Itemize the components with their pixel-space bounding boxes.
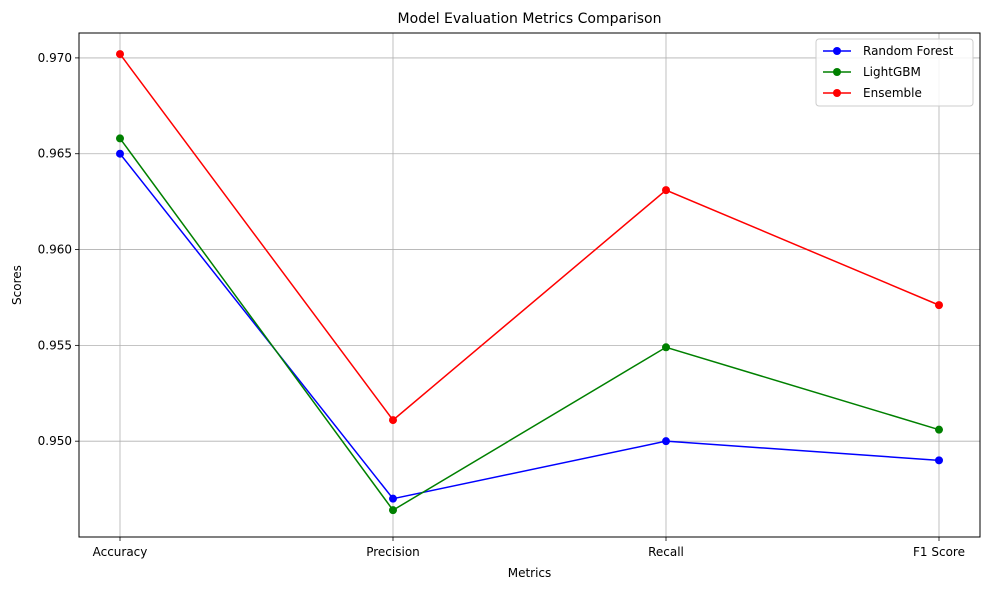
legend: Random Forest LightGBM Ensemble <box>815 38 974 107</box>
legend-box <box>815 38 974 107</box>
y-tick-label: 0.950 <box>38 434 72 448</box>
y-tick-label: 0.960 <box>38 243 72 257</box>
series-line <box>119 153 940 500</box>
data-point <box>662 437 670 446</box>
series-line <box>119 137 940 512</box>
legend-marker <box>833 68 841 76</box>
y-tick-label: 0.955 <box>38 338 72 352</box>
x-axis-label: Metrics <box>508 566 552 580</box>
series-line <box>119 53 940 422</box>
data-point <box>935 301 943 310</box>
x-tick-label: Recall <box>648 545 684 559</box>
legend-marker <box>833 89 841 97</box>
legend-label: LightGBM <box>863 65 921 79</box>
legend-marker <box>833 47 841 55</box>
data-point <box>389 416 397 425</box>
y-tick-label: 0.970 <box>38 51 72 65</box>
data-point <box>662 343 670 352</box>
data-point <box>116 149 124 158</box>
ticks-layer: Accuracy Precision Recall F1 Score 0.950 0.95… <box>38 51 965 559</box>
series-lightgbm <box>116 134 943 515</box>
data-point <box>935 425 943 434</box>
series-random-forest <box>116 149 943 503</box>
data-point <box>116 134 124 143</box>
series-ensemble <box>116 50 943 425</box>
chart-title: Model Evaluation Metrics Comparison <box>398 11 662 27</box>
data-point <box>116 50 124 59</box>
x-tick-label: Precision <box>366 545 420 559</box>
x-tick-label: F1 Score <box>913 545 965 559</box>
data-point <box>389 506 397 515</box>
x-tick-label: Accuracy <box>93 545 148 559</box>
data-point <box>389 494 397 503</box>
legend-label: Ensemble <box>863 86 922 100</box>
data-point <box>662 186 670 195</box>
plot-frame <box>78 32 981 538</box>
series-layer <box>116 50 943 515</box>
y-tick-label: 0.965 <box>38 147 72 161</box>
legend-label: Random Forest <box>863 44 954 58</box>
y-axis-label: Scores <box>10 265 24 305</box>
data-point <box>935 456 943 465</box>
